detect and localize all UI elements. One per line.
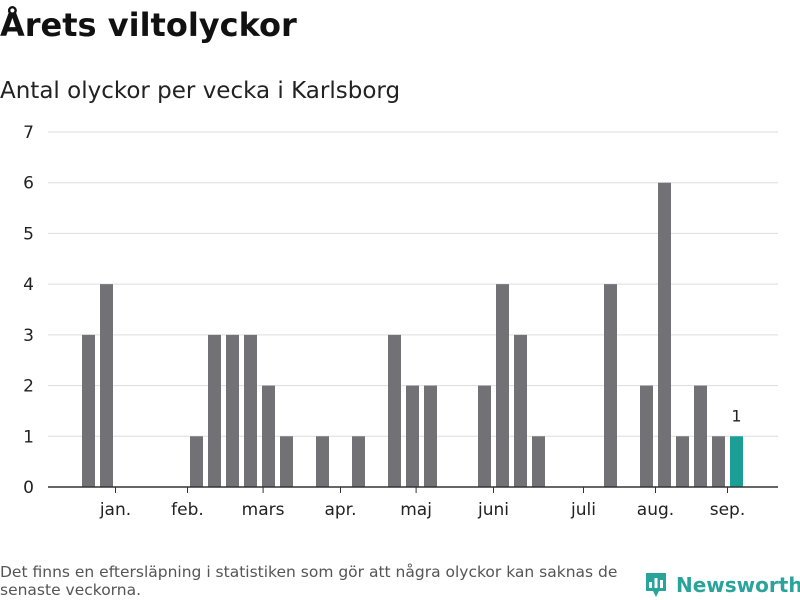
bar: [658, 182, 671, 487]
bar: [388, 334, 401, 487]
y-tick-label: 5: [23, 224, 34, 244]
bar: [316, 436, 329, 487]
bar: [514, 334, 527, 487]
bar: [280, 436, 293, 487]
bar: [262, 385, 275, 487]
x-month-label: juli: [570, 500, 596, 520]
bar-highlighted: [730, 436, 743, 487]
x-month-label: jan.: [99, 500, 131, 520]
y-tick-label: 1: [23, 427, 34, 447]
chart-title: Årets viltolyckor: [0, 6, 297, 44]
bar: [532, 436, 545, 487]
x-month-label: aug.: [637, 500, 674, 520]
bars: 1: [82, 182, 743, 487]
bar: [100, 284, 113, 487]
bar: [424, 385, 437, 487]
y-axis-ticks: 0 1 2 3 4 5 6 7: [23, 123, 34, 498]
y-tick-label: 7: [23, 123, 34, 143]
footnote: Det finns en eftersläpning i statistiken…: [0, 563, 618, 599]
chart-subtitle: Antal olyckor per vecka i Karlsborg: [0, 78, 401, 104]
brand-logo: Newsworthy: [644, 570, 800, 600]
bar: [604, 284, 617, 487]
y-tick-label: 0: [23, 478, 34, 498]
x-month-label: apr.: [324, 500, 356, 520]
highlight-data-label: 1: [731, 406, 741, 425]
bar: [352, 436, 365, 487]
brand-name: Newsworthy: [676, 573, 800, 597]
bar-chart: 0 1 2 3 4 5 6 7 1 jan. feb. mars apr. maj juni juli au…: [23, 123, 778, 520]
x-month-label: juni: [477, 500, 509, 520]
y-tick-label: 2: [23, 377, 34, 397]
bar: [478, 385, 491, 487]
x-month-label: mars: [242, 500, 285, 520]
bar: [190, 436, 203, 487]
newsworthy-chart-icon: [646, 573, 666, 597]
bar: [640, 385, 653, 487]
bar: [496, 284, 509, 487]
x-month-label: maj: [400, 500, 432, 520]
bar: [226, 334, 239, 487]
bar: [244, 334, 257, 487]
y-tick-label: 4: [23, 275, 34, 295]
bar: [82, 334, 95, 487]
y-tick-label: 6: [23, 174, 34, 194]
bar: [712, 436, 725, 487]
x-month-label: feb.: [171, 500, 204, 520]
x-month-label: sep.: [710, 500, 746, 520]
x-axis-month-labels: jan. feb. mars apr. maj juni juli aug. sep.: [99, 487, 745, 520]
bar: [208, 334, 221, 487]
y-tick-label: 3: [23, 326, 34, 346]
bar: [406, 385, 419, 487]
bar: [694, 385, 707, 487]
gridlines: [48, 131, 778, 437]
bar: [676, 436, 689, 487]
